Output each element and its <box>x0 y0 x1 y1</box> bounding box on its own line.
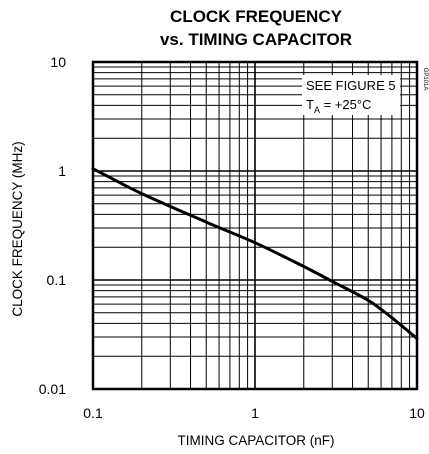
figure-code: GP101A <box>422 68 428 91</box>
y-axis-label: CLOCK FREQUENCY (MHz) <box>10 141 25 316</box>
x-tick-label: 1 <box>251 405 259 421</box>
y-tick-label: 10 <box>50 54 66 70</box>
y-tick-label: 0.01 <box>39 381 66 397</box>
chart-title-line-1: CLOCK FREQUENCY <box>170 7 343 26</box>
annotation-see-figure: SEE FIGURE 5 <box>306 78 396 93</box>
annotation-temperature-value: = +25°C <box>320 97 371 112</box>
annotation-temperature: TA = +25°C <box>306 97 371 115</box>
annotation-temperature-symbol: T <box>306 97 314 112</box>
y-tick-label: 1 <box>58 163 66 179</box>
tick-labels: 0.1 1 10 10 1 0.1 0.01 <box>39 54 425 421</box>
annotation-box: SEE FIGURE 5 TA = +25°C <box>302 75 400 115</box>
chart-title-line-2: vs. TIMING CAPACITOR <box>160 30 352 49</box>
y-tick-label: 0.1 <box>47 272 67 288</box>
plot-frame <box>91 60 419 391</box>
x-tick-label: 0.1 <box>83 405 103 421</box>
x-axis-label: TIMING CAPACITOR (nF) <box>177 433 334 448</box>
series-line-clock-frequency <box>91 167 419 341</box>
annotation-temperature-subscript: A <box>314 105 320 115</box>
x-tick-label: 10 <box>409 405 425 421</box>
